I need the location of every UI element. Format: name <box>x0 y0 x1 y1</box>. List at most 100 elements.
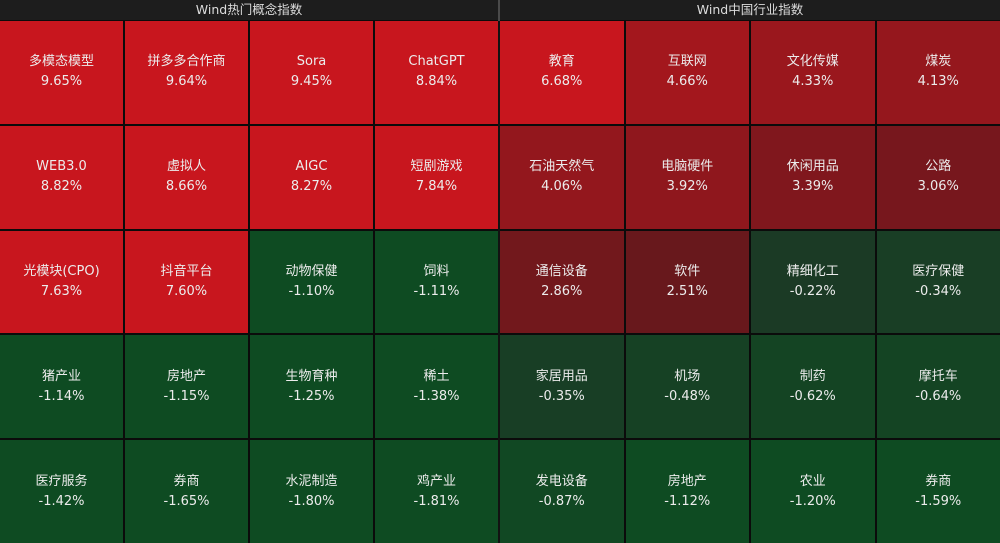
tile-value: -1.12% <box>664 493 711 509</box>
tile-label: 虚拟人 <box>166 159 206 175</box>
panel-title: Wind热门概念指数 <box>0 0 498 21</box>
tile-label: 休闲用品 <box>786 159 839 175</box>
tile-value: 7.63% <box>40 283 83 299</box>
tile-value: 8.84% <box>415 74 458 90</box>
heatmap-tile[interactable]: 水泥制造 -1.80% <box>250 440 373 543</box>
heatmap-tile[interactable]: 发电设备 -0.87% <box>500 440 624 543</box>
tile-label: 文化传媒 <box>786 54 839 70</box>
tile-label: 猪产业 <box>41 368 81 384</box>
tile-label: 房地产 <box>667 473 707 489</box>
heatmap-tile[interactable]: 教育 6.68% <box>500 21 624 124</box>
tile-label: 券商 <box>925 473 952 489</box>
tile-value: 4.13% <box>917 74 959 90</box>
heatmap-tile[interactable]: 医疗保健 -0.34% <box>876 230 1000 334</box>
tile-label: AIGC <box>295 159 328 175</box>
heatmap-tile[interactable]: WEB3.0 8.82% <box>0 125 123 229</box>
tile-label: 通信设备 <box>535 263 588 279</box>
tile-label: 鸡产业 <box>416 473 456 489</box>
heatmap-tile[interactable]: 农业 -1.20% <box>751 440 875 543</box>
heatmap-tile[interactable]: 抖音平台 7.60% <box>125 230 248 334</box>
heatmap-tile[interactable]: 房地产 -1.15% <box>125 335 248 439</box>
tile-label: 医疗服务 <box>35 473 88 489</box>
tile-label: 机场 <box>674 368 701 384</box>
tile-value: -0.22% <box>789 283 836 299</box>
tile-value: 8.27% <box>290 179 333 195</box>
tile-value: -1.81% <box>413 493 460 509</box>
heatmap-grid: 多模态模型 9.65% 拼多多合作商 9.64% Sora 9.45% ChatGPT 8.8… <box>0 21 498 543</box>
tile-label: 精细化工 <box>786 263 839 279</box>
heatmap-tile[interactable]: 石油天然气 4.06% <box>500 125 624 229</box>
heatmap-tile[interactable]: 机场 -0.48% <box>625 335 749 439</box>
heatmap-tile[interactable]: 鸡产业 -1.81% <box>375 440 498 543</box>
panel-title: Wind中国行业指数 <box>500 0 1000 21</box>
tile-value: -1.42% <box>38 493 85 509</box>
tile-value: -0.64% <box>915 388 962 404</box>
tile-label: 发电设备 <box>535 473 588 489</box>
heatmap-tile[interactable]: 虚拟人 8.66% <box>125 125 248 229</box>
heatmap-tile[interactable]: 拼多多合作商 9.64% <box>125 21 248 124</box>
heatmap-tile[interactable]: 医疗服务 -1.42% <box>0 440 123 543</box>
tile-label: 券商 <box>173 473 200 489</box>
heatmap-tile[interactable]: 多模态模型 9.65% <box>0 21 123 124</box>
tile-label: 生物育种 <box>285 368 338 384</box>
tile-value: 9.65% <box>40 74 83 90</box>
tile-label: 抖音平台 <box>160 263 213 279</box>
tile-value: -1.10% <box>288 283 335 299</box>
heatmap-tile[interactable]: 猪产业 -1.14% <box>0 335 123 439</box>
heatmap-tile[interactable]: 生物育种 -1.25% <box>250 335 373 439</box>
heatmap-tile[interactable]: 饲料 -1.11% <box>375 230 498 334</box>
tile-label: 房地产 <box>166 368 206 384</box>
heatmap-tile[interactable]: 互联网 4.66% <box>625 21 749 124</box>
tile-label: 电脑硬件 <box>661 159 714 175</box>
tile-label: 稀土 <box>423 368 450 384</box>
tile-value: -0.87% <box>538 493 585 509</box>
tile-label: 软件 <box>674 263 701 279</box>
heatmap-tile[interactable]: 制药 -0.62% <box>751 335 875 439</box>
tile-value: -1.14% <box>38 388 85 404</box>
tile-label: 拼多多合作商 <box>147 54 226 70</box>
tile-value: 4.06% <box>541 179 583 195</box>
heatmap-tile[interactable]: 短剧游戏 7.84% <box>375 125 498 229</box>
heatmap-tile[interactable]: 精细化工 -0.22% <box>751 230 875 334</box>
tile-value: -0.35% <box>538 388 585 404</box>
tile-value: -1.20% <box>789 493 836 509</box>
industry-index-panel: Wind中国行业指数 教育 6.68% 互联网 4.66% 文化传媒 4.33% 煤炭 4.1… <box>500 0 1000 543</box>
tile-label: 制药 <box>799 368 826 384</box>
heatmap-tile[interactable]: 券商 -1.59% <box>876 440 1000 543</box>
tile-value: 4.66% <box>666 74 708 90</box>
heatmap-tile[interactable]: 摩托车 -0.64% <box>876 335 1000 439</box>
heatmap-tile[interactable]: Sora 9.45% <box>250 21 373 124</box>
tile-label: 动物保健 <box>285 263 338 279</box>
tile-value: 8.82% <box>40 179 83 195</box>
heatmap-tile[interactable]: 光模块(CPO) 7.63% <box>0 230 123 334</box>
heatmap-tile[interactable]: ChatGPT 8.84% <box>375 21 498 124</box>
heatmap-tile[interactable]: 稀土 -1.38% <box>375 335 498 439</box>
heatmap-tile[interactable]: 文化传媒 4.33% <box>751 21 875 124</box>
heatmap-tile[interactable]: 休闲用品 3.39% <box>751 125 875 229</box>
tile-value: -0.48% <box>664 388 711 404</box>
tile-label: WEB3.0 <box>36 159 87 175</box>
tile-value: 3.92% <box>666 179 708 195</box>
heatmap-tile[interactable]: 公路 3.06% <box>876 125 1000 229</box>
tile-value: 3.06% <box>917 179 959 195</box>
tile-value: 9.45% <box>290 74 333 90</box>
tile-value: -0.62% <box>789 388 836 404</box>
tile-label: ChatGPT <box>408 54 465 70</box>
heatmap-tile[interactable]: 家居用品 -0.35% <box>500 335 624 439</box>
heatmap-tile[interactable]: 电脑硬件 3.92% <box>625 125 749 229</box>
tile-value: -1.80% <box>288 493 335 509</box>
tile-value: 2.86% <box>541 283 583 299</box>
tile-label: 多模态模型 <box>28 54 94 70</box>
heatmap-tile[interactable]: 软件 2.51% <box>625 230 749 334</box>
concept-index-panel: Wind热门概念指数 多模态模型 9.65% 拼多多合作商 9.64% Sora 9.45… <box>0 0 498 543</box>
tile-label: Sora <box>296 54 327 70</box>
tile-value: 6.68% <box>541 74 583 90</box>
heatmap-tile[interactable]: AIGC 8.27% <box>250 125 373 229</box>
tile-value: 7.84% <box>415 179 458 195</box>
heatmap-tile[interactable]: 通信设备 2.86% <box>500 230 624 334</box>
heatmap-tile[interactable]: 动物保健 -1.10% <box>250 230 373 334</box>
heatmap-tile[interactable]: 煤炭 4.13% <box>876 21 1000 124</box>
heatmap-tile[interactable]: 房地产 -1.12% <box>625 440 749 543</box>
heatmap-tile[interactable]: 券商 -1.65% <box>125 440 248 543</box>
tile-label: 煤炭 <box>925 54 952 70</box>
